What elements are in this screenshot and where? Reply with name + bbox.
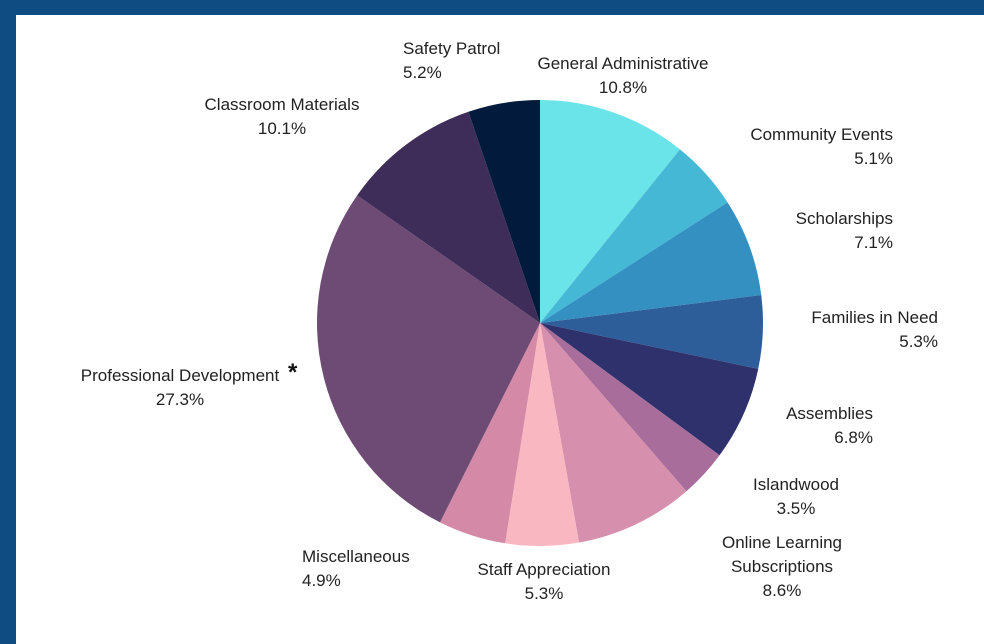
label-classroom-materials: Classroom Materials 10.1% (205, 93, 360, 141)
label-text: Professional Development (80, 366, 280, 385)
pie-slice-community-events (540, 149, 728, 323)
label-community-events: Community Events 5.1% (750, 123, 893, 171)
label-text-line-1: Online Learning (721, 533, 843, 552)
pie-slice-professional-development (317, 195, 540, 523)
label-miscellaneous: Miscellaneous 4.9% (302, 545, 410, 593)
label-text: Staff Appreciation (477, 560, 611, 579)
pie-slice-assemblies (540, 323, 759, 456)
label-text: Islandwood (752, 475, 840, 494)
pie-slice-families-in-need (540, 295, 763, 369)
chart-frame: General Administrative 10.8% Community E… (16, 15, 984, 644)
label-text: Scholarships (795, 209, 893, 228)
label-value: 5.1% (854, 149, 893, 168)
pie-slice-islandwood (540, 323, 720, 492)
pie-slice-online-learning-subscriptions (540, 323, 687, 543)
label-text: Safety Patrol (403, 39, 501, 58)
label-online-learning-subscriptions: Online Learning Subscriptions 8.6% (722, 531, 842, 603)
label-text: Miscellaneous (302, 547, 410, 566)
label-value: 8.6% (762, 581, 802, 600)
pie-slice-staff-appreciation (505, 323, 580, 546)
label-value: 7.1% (854, 233, 893, 252)
label-text: Families in Need (811, 308, 938, 327)
label-scholarships: Scholarships 7.1% (796, 207, 893, 255)
label-text: Assemblies (786, 404, 873, 423)
label-assemblies: Assemblies 6.8% (786, 402, 873, 450)
label-value: 5.2% (403, 63, 442, 82)
label-value: 10.1% (257, 119, 307, 138)
label-text: Classroom Materials (204, 95, 360, 114)
pie-slice-safety-patrol (468, 100, 540, 323)
label-value: 10.8% (598, 78, 648, 97)
label-value: 5.3% (899, 332, 938, 351)
label-value: 27.3% (155, 390, 205, 409)
label-text: Community Events (750, 125, 893, 144)
label-families-in-need: Families in Need 5.3% (811, 306, 938, 354)
label-text: General Administrative (537, 54, 709, 73)
label-value: 5.3% (524, 584, 564, 603)
label-general-administrative: General Administrative 10.8% (537, 52, 708, 100)
label-value: 4.9% (302, 571, 341, 590)
pie-slice-general-administrative (540, 100, 680, 323)
label-value: 6.8% (834, 428, 873, 447)
label-professional-development: Professional Development 27.3% (81, 364, 279, 412)
footnote-asterisk: * (288, 359, 298, 386)
label-value: 3.5% (776, 499, 816, 518)
pie-slice-miscellaneous (440, 323, 540, 544)
label-safety-patrol: Safety Patrol 5.2% (403, 37, 500, 85)
label-staff-appreciation: Staff Appreciation 5.3% (478, 558, 611, 606)
pie-slice-classroom-materials (357, 111, 540, 323)
label-islandwood: Islandwood 3.5% (753, 473, 839, 521)
label-text-line-2: Subscriptions (730, 557, 834, 576)
pie-chart (317, 100, 763, 546)
pie-slice-scholarships (540, 202, 762, 323)
